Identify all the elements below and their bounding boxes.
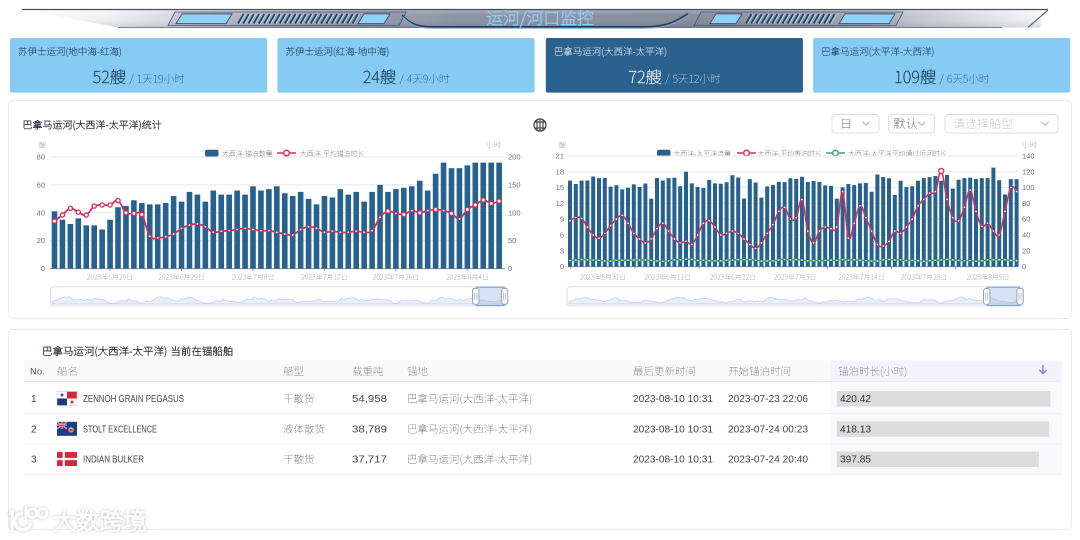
svg-text:20: 20 [37, 236, 45, 245]
svg-text:397.85: 397.85 [840, 455, 871, 466]
svg-text:2023-08-10 10:31: 2023-08-10 10:31 [633, 455, 713, 466]
svg-text:60: 60 [37, 180, 45, 189]
svg-text:ZENNOH GRAIN PEGASUS: ZENNOH GRAIN PEGASUS [83, 394, 184, 405]
svg-text:0: 0 [508, 264, 512, 273]
svg-text:50: 50 [508, 236, 516, 245]
svg-text:3: 3 [31, 455, 37, 466]
svg-text:21: 21 [556, 152, 564, 161]
svg-text:40: 40 [1022, 231, 1030, 240]
svg-text:140: 140 [1022, 152, 1035, 161]
svg-text:No.: No. [30, 367, 45, 378]
svg-text:2023-07-24 00:23: 2023-07-24 00:23 [728, 424, 808, 435]
svg-text:80: 80 [37, 153, 45, 162]
svg-text:3: 3 [560, 246, 564, 255]
svg-text:18: 18 [556, 167, 564, 176]
svg-text:150: 150 [508, 180, 521, 189]
svg-text:2023-08-10 10:31: 2023-08-10 10:31 [633, 424, 713, 435]
svg-text:40: 40 [37, 208, 45, 217]
svg-text:60: 60 [1022, 215, 1030, 224]
svg-text:2: 2 [31, 424, 37, 435]
svg-text:1: 1 [31, 394, 37, 405]
svg-text:37,717: 37,717 [352, 455, 387, 466]
svg-text:0: 0 [41, 264, 45, 273]
svg-text:2023-07-24 20:40: 2023-07-24 20:40 [728, 455, 808, 466]
svg-text:0: 0 [1022, 262, 1026, 271]
svg-text:9: 9 [560, 215, 564, 224]
svg-text:420.42: 420.42 [840, 394, 871, 405]
svg-text:12: 12 [556, 199, 564, 208]
svg-text:20: 20 [1022, 246, 1030, 255]
svg-text:80: 80 [1022, 199, 1030, 208]
svg-text:15: 15 [556, 183, 564, 192]
svg-text:418.13: 418.13 [840, 424, 871, 435]
svg-text:120: 120 [1022, 167, 1035, 176]
svg-text:INDIAN BULKER: INDIAN BULKER [83, 455, 144, 466]
svg-text:2023-08-10 10:31: 2023-08-10 10:31 [633, 394, 713, 405]
svg-text:54,958: 54,958 [352, 394, 387, 405]
svg-text:0: 0 [560, 262, 564, 271]
svg-text:2023-07-23 22:06: 2023-07-23 22:06 [728, 394, 808, 405]
svg-text:38,789: 38,789 [352, 424, 387, 435]
svg-text:200: 200 [508, 153, 521, 162]
svg-text:100: 100 [1022, 183, 1035, 192]
svg-text:100: 100 [508, 208, 521, 217]
svg-text:STOLT EXCELLENCE: STOLT EXCELLENCE [83, 424, 157, 435]
svg-text:6: 6 [560, 231, 564, 240]
